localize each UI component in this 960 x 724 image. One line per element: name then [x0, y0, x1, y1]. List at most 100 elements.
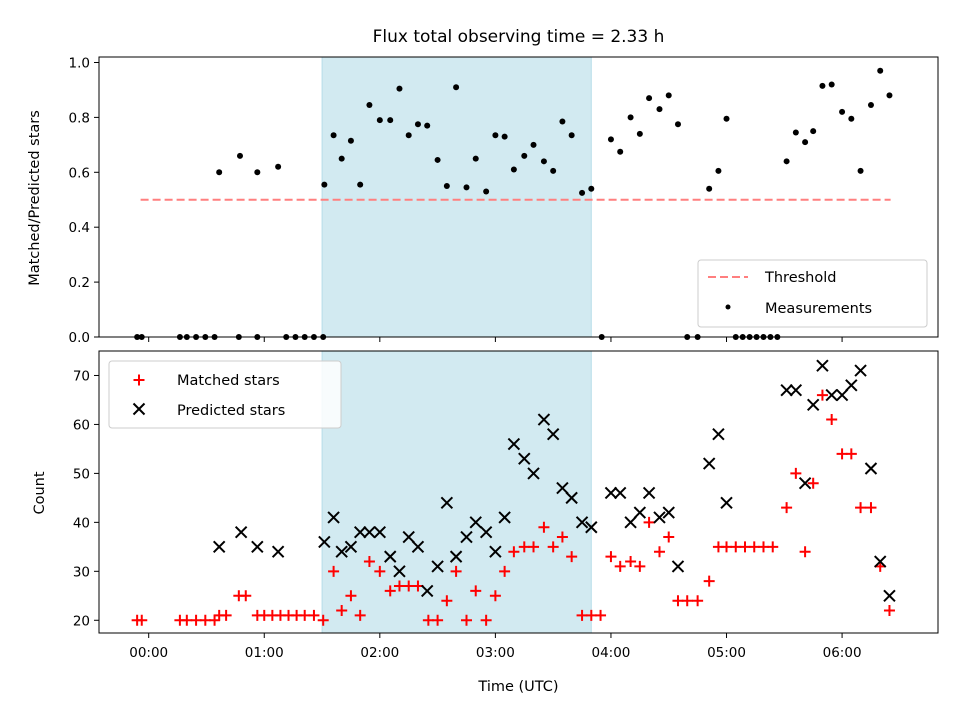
matched-star-point — [865, 502, 877, 514]
measurement-point — [510, 166, 517, 173]
bottom-y-axis-label: Count — [32, 471, 48, 514]
predicted-star-point — [353, 525, 367, 539]
measurement-point — [646, 95, 653, 102]
matched-star-point — [181, 614, 193, 626]
x-axis-label: Time (UTC) — [477, 679, 558, 695]
measurement-point — [857, 167, 864, 174]
y-tick-label: 60 — [73, 417, 90, 433]
legend-matched-swatch — [133, 374, 145, 386]
matched-star-point — [308, 609, 320, 621]
matched-star-point — [703, 575, 715, 587]
matched-star-point — [136, 614, 148, 626]
predicted-star-point — [507, 437, 521, 451]
measurement-point — [819, 82, 826, 89]
measurement-point — [568, 132, 575, 139]
measurement-point — [338, 155, 345, 162]
measurement-point — [357, 181, 364, 188]
predicted-star-point — [251, 540, 264, 554]
predicted-star-point — [883, 589, 896, 602]
predicted-star-point — [806, 398, 820, 412]
predicted-star-point — [518, 452, 531, 465]
measurement-point — [627, 114, 634, 121]
matched-star-point — [855, 502, 867, 514]
matched-star-point — [585, 609, 597, 621]
matched-star-point — [883, 604, 895, 616]
matched-star-point — [384, 585, 396, 597]
measurement-point — [877, 67, 884, 74]
legend-matched-label: Matched stars — [177, 373, 280, 389]
predicted-star-point — [384, 550, 397, 563]
predicted-star-point — [363, 525, 376, 539]
matched-star-point — [489, 590, 501, 602]
predicted-star-point — [613, 486, 627, 500]
predicted-star-point — [575, 516, 589, 529]
x-tick-label: 03:00 — [476, 645, 515, 661]
predicted-star-point — [816, 359, 829, 372]
measurement-point — [492, 132, 499, 139]
matched-star-point — [432, 614, 444, 626]
predicted-star-point — [653, 511, 666, 524]
matched-star-point — [393, 580, 405, 592]
measurement-point — [330, 132, 337, 139]
plot-frame — [98, 56, 939, 338]
predicted-star-point — [537, 413, 551, 426]
measurement-point — [802, 139, 809, 146]
measurement-point — [607, 136, 614, 143]
predicted-star-point — [780, 383, 793, 397]
y-tick-label: 50 — [73, 466, 90, 482]
matched-star-point — [190, 614, 202, 626]
predicted-star-point — [671, 560, 685, 573]
matched-star-point — [450, 565, 462, 577]
measurement-point — [472, 155, 479, 162]
matched-star-point — [422, 614, 434, 626]
measurement-point — [387, 117, 394, 124]
matched-star-point — [643, 516, 655, 528]
predicted-star-point — [212, 540, 226, 554]
matched-star-point — [663, 531, 675, 543]
legend-predicted-swatch — [132, 402, 146, 416]
matched-star-point — [790, 467, 802, 479]
predicted-star-point — [712, 428, 725, 441]
predicted-star-point — [469, 516, 482, 529]
matched-star-point — [480, 614, 492, 626]
x-tick-label: 00:00 — [129, 645, 168, 661]
measurement-point — [530, 141, 537, 148]
matched-star-point — [317, 614, 329, 626]
measurement-point — [867, 102, 874, 109]
x-tick-label: 02:00 — [360, 645, 399, 661]
matched-star-point — [767, 541, 779, 553]
matched-star-point — [730, 541, 742, 553]
predicted-star-point — [373, 525, 387, 539]
legend-measurements-swatch — [725, 304, 731, 310]
matched-star-point — [692, 595, 704, 607]
matched-star-point — [836, 448, 848, 460]
predicted-star-point — [271, 545, 285, 558]
y-tick-label: 1.0 — [69, 55, 90, 71]
x-tick-label: 04:00 — [591, 645, 630, 661]
bottom-legend-box — [108, 360, 342, 429]
predicted-star-point — [585, 521, 598, 534]
measurement-point — [715, 167, 722, 174]
matched-star-point — [460, 614, 472, 626]
matched-star-point — [816, 389, 828, 401]
matched-star-point — [739, 541, 751, 553]
measurement-point — [405, 132, 412, 139]
predicted-star-point — [402, 530, 415, 544]
y-tick-label: 0.4 — [69, 220, 90, 236]
predicted-star-point — [527, 467, 540, 480]
measurement-point — [665, 92, 672, 99]
matched-star-point — [220, 609, 232, 621]
y-tick-label: 40 — [73, 515, 90, 531]
matched-star-point — [336, 604, 348, 616]
predicted-star-point — [489, 545, 502, 558]
measurement-point — [810, 128, 817, 135]
y-tick-label: 0.0 — [69, 330, 90, 346]
measurement-point — [396, 85, 403, 92]
matched-star-point — [345, 590, 357, 602]
predicted-star-point — [835, 388, 849, 402]
matched-star-point — [556, 531, 568, 543]
measurement-point — [792, 129, 799, 136]
chart-title: Flux total observing time = 2.33 h — [373, 27, 665, 47]
measurement-point — [236, 152, 243, 159]
predicted-star-point — [479, 525, 493, 539]
